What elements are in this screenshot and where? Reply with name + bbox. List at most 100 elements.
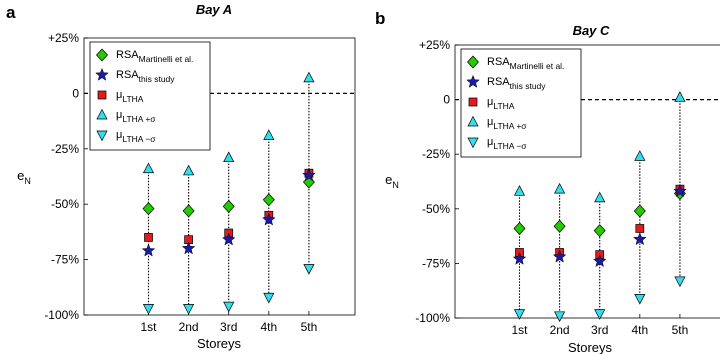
y-tick-label: -100% — [415, 311, 450, 325]
legend-marker-triangle-down — [96, 130, 108, 142]
data-point-diamond — [222, 199, 235, 213]
data-point-triangle-up — [303, 71, 315, 83]
data-point-triangle-up — [554, 182, 566, 194]
legend-entry-sub: this study — [139, 74, 176, 84]
x-tick-label: 3rd — [591, 323, 608, 337]
data-point-triangle-down — [142, 304, 155, 315]
legend-entry: μLTHA — [116, 89, 144, 104]
data-point-triangle-down — [303, 264, 315, 275]
legend-entry-sub: Martinelli et al. — [510, 61, 565, 71]
legend-marker-square — [468, 97, 478, 107]
y-tick-label: +25% — [419, 38, 450, 52]
legend-marker-square — [97, 90, 107, 100]
legend-marker-star — [466, 74, 480, 88]
legend-entry-sub: LTHA −σ — [122, 134, 156, 144]
data-point-star — [302, 168, 316, 182]
y-tick-label: +25% — [48, 31, 79, 45]
data-point-triangle-up — [263, 129, 275, 140]
legend-entry: μLTHA +σ — [116, 109, 156, 124]
data-point-diamond — [633, 204, 646, 218]
data-point-diamond — [513, 221, 526, 235]
legend-entry: RSAthis study — [116, 69, 175, 84]
data-point-triangle-up — [513, 185, 526, 196]
data-point-triangle-down — [513, 309, 526, 320]
data-point-square — [144, 233, 153, 242]
y-tick-label: 0 — [72, 86, 79, 100]
legend-marker-triangle-up — [96, 108, 108, 120]
data-point-star — [261, 212, 276, 226]
data-point-triangle-down — [263, 292, 275, 304]
legend-entry-main: RSA — [487, 76, 510, 88]
data-point-triangle-up — [674, 91, 686, 102]
legend-entry-main: RSA — [116, 69, 139, 81]
legend-entry-main: μ — [487, 116, 493, 128]
data-point-triangle-down — [594, 309, 606, 320]
legend-entry-main: RSA — [487, 56, 510, 68]
x-tick-label: 5th — [672, 323, 689, 337]
legend-entry-sub: Martinelli et al. — [139, 54, 194, 64]
legend-entry: RSAthis study — [487, 76, 546, 91]
data-point-triangle-up — [142, 162, 155, 174]
y-tick-label: -25% — [51, 142, 79, 156]
x-tick-label: 2nd — [179, 320, 199, 334]
data-point-triangle-up — [634, 150, 646, 161]
data-point-diamond — [593, 224, 606, 238]
data-point-triangle-down — [223, 301, 235, 313]
legend-entry: μLTHA −σ — [487, 136, 527, 151]
legend-box — [460, 48, 582, 158]
legend-entry: μLTHA +σ — [487, 116, 527, 131]
data-point-triangle-up — [594, 191, 606, 203]
y-axis-label: eN — [385, 172, 399, 190]
legend-entry-main: RSA — [116, 49, 139, 61]
x-axis-label: Storeys — [568, 340, 613, 354]
data-point-star — [181, 241, 196, 255]
data-point-star — [632, 232, 647, 246]
chart-title: Bay C — [573, 23, 610, 38]
plot-area-frame — [454, 44, 720, 319]
chart-panel-a: +25% 0 -25% -50% -75% -100% 1st 2nd 3rd 4th 5th Sto… — [6, 2, 356, 351]
legend-marker-diamond — [467, 55, 479, 69]
data-point-star — [221, 232, 236, 246]
x-tick-label: 2nd — [550, 323, 570, 337]
data-point-triangle-up — [183, 164, 195, 176]
legend-marker-triangle-down — [467, 137, 479, 149]
data-point-diamond — [262, 193, 275, 207]
data-point-square — [635, 224, 645, 233]
y-axis-label: eN — [17, 168, 31, 186]
data-point-diamond — [553, 219, 566, 233]
chart-title: Bay A — [196, 2, 232, 17]
legend-entry-sub: LTHA — [493, 101, 514, 111]
legend-entry-main: μ — [116, 89, 122, 101]
legend-entry-main: μ — [487, 96, 493, 108]
legend-marker-star — [95, 67, 109, 81]
x-tick-label: 1st — [140, 320, 157, 334]
y-tick-label: -75% — [422, 256, 450, 270]
x-tick-label: 4th — [631, 323, 648, 337]
data-point-star — [592, 254, 607, 268]
legend-marker-diamond — [96, 48, 108, 62]
legend-entry: μLTHA −σ — [116, 129, 156, 144]
y-tick-label: -75% — [51, 253, 79, 267]
data-point-diamond — [142, 202, 155, 216]
chart-panel-b: +25% 0 -25% -50% -75% -100% 1st 2nd 3rd 4th 5th Sto… — [375, 9, 720, 354]
legend-entry-sub: LTHA +σ — [493, 121, 527, 131]
data-point-star — [141, 243, 156, 257]
x-tick-label: 3rd — [220, 320, 237, 334]
legend-entry: RSAMartinelli et al. — [116, 49, 193, 64]
legend-marker-triangle-up — [467, 115, 479, 127]
data-point-star — [673, 184, 687, 198]
data-point-star — [552, 249, 567, 263]
data-point-triangle-up — [223, 151, 235, 163]
y-tick-label: -25% — [422, 147, 450, 161]
plot-area-frame — [83, 37, 356, 316]
y-tick-label: -100% — [44, 308, 79, 322]
x-tick-label: 1st — [511, 323, 528, 337]
data-point-diamond — [182, 204, 195, 218]
data-point-triangle-down — [634, 293, 646, 305]
panel-letter: b — [375, 9, 385, 28]
legend-entry-sub: LTHA — [122, 94, 143, 104]
legend-entry-main: μ — [116, 129, 122, 141]
data-point-triangle-down — [554, 311, 566, 323]
y-tick-label: -50% — [422, 202, 450, 216]
